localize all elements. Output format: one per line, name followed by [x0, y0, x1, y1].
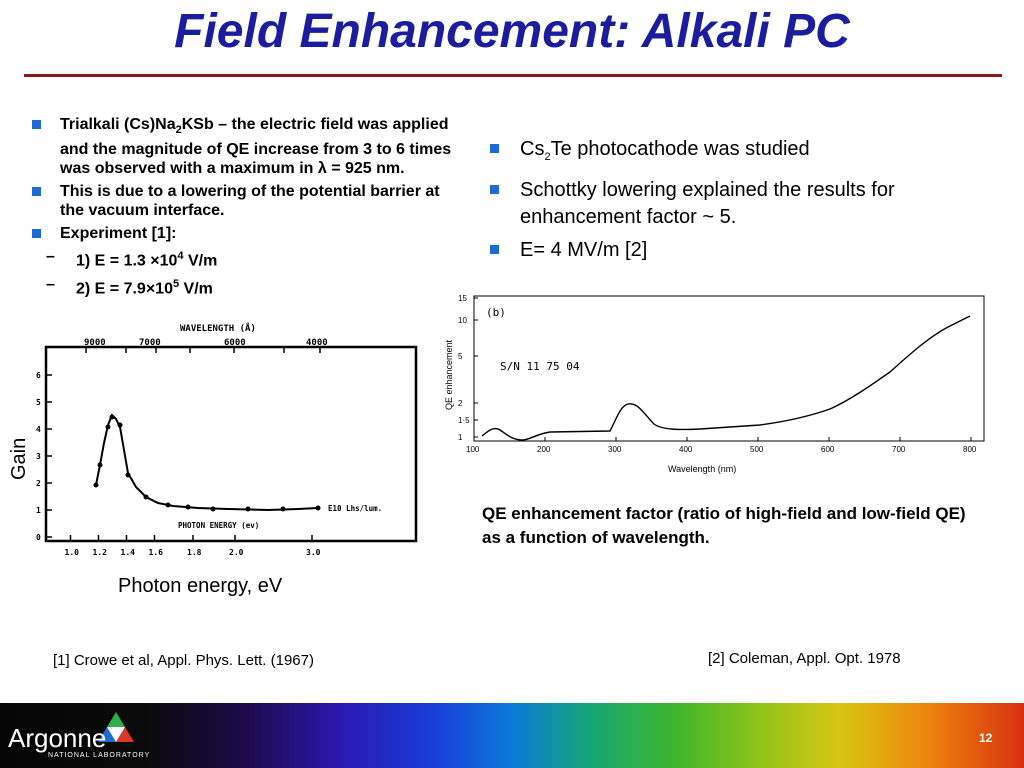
sub-bullet-e2: – 2) E = 7.9×105 V/m [46, 275, 213, 297]
square-bullet-icon [32, 229, 41, 239]
y-tick-label: 4 [36, 425, 41, 434]
plot-frame [473, 295, 985, 442]
square-bullet-icon [32, 120, 41, 129]
square-bullet-icon [32, 187, 41, 197]
y-tick-labels: 0 1 2 3 4 5 6 [36, 371, 52, 542]
figure-caption: QE enhancement factor (ratio of high-fie… [482, 504, 966, 547]
x-tick-label: 200 [537, 445, 551, 454]
x-tick-label: 1.6 [149, 548, 164, 557]
bullet-schottky: Schottky lowering explained the results … [490, 177, 970, 231]
slide-title: Field Enhancement: Alkali PC [174, 5, 850, 58]
footer-bar [0, 703, 1024, 768]
square-bullet-icon [490, 185, 499, 194]
x-tick-label: 2.0 [229, 548, 244, 557]
y-tick-label: 15 [458, 294, 467, 303]
x-tick-label: 800 [963, 445, 977, 454]
x-tick-label: 500 [750, 445, 764, 454]
bullet-field: E= 4 MV/m [2] [490, 237, 970, 264]
bullet-potential-barrier: This is due to a lowering of the potenti… [32, 182, 452, 220]
x-tick-label: 1.2 [93, 548, 108, 557]
x-tick-label: 700 [892, 445, 906, 454]
y-tick-label: 6 [36, 371, 41, 380]
top-tick-label: 6000 [224, 338, 246, 348]
square-bullet-icon [490, 144, 499, 153]
y-tick-label: 1 [36, 506, 41, 515]
series-label: E10 Lhs/lum. [328, 504, 382, 513]
left-bullet-list: Trialkali (Cs)Na2KSb – the electric fiel… [32, 115, 452, 302]
sub-bullet-e1: – 1) E = 1.3 ×104 V/m [46, 248, 218, 270]
panel-label: (b) [486, 306, 506, 319]
bullet-cs2te: Cs2Te photocathode was studied [490, 136, 970, 171]
y-tick-label: 2 [36, 479, 41, 488]
y-tick-label: 1 [458, 433, 463, 442]
y-tick-label: 1·5 [458, 416, 470, 425]
x-tick-label: 3.0 [306, 548, 321, 557]
right-bullet-list: Cs2Te photocathode was studied Schottky … [490, 136, 970, 270]
x-tick-labels: 1.0 1.2 1.4 1.6 1.8 2.0 3.0 [65, 535, 321, 557]
argonne-logo-icon [98, 712, 134, 742]
gain-figure: WAVELENGTH (Å) 9000 7000 6000 4000 0 1 2 3 4… [36, 323, 418, 557]
x-tick-labels: 100 200 300 400 500 600 700 800 [466, 437, 977, 454]
x-tick-label: 600 [821, 445, 835, 454]
title-divider [24, 74, 1002, 77]
qe-curve [481, 315, 971, 441]
y-tick-label: 5 [458, 352, 463, 361]
y-tick-label: 0 [36, 533, 41, 542]
gain-curve [95, 413, 319, 512]
gain-data-points [93, 414, 321, 512]
y-tick-labels: 1 1·5 2 5 10 15 [458, 294, 478, 442]
inner-x-label: PHOTON ENERGY (ev) [178, 521, 259, 530]
top-tick-label: 9000 [84, 338, 106, 348]
x-tick-label: 400 [679, 445, 693, 454]
logo-subtext: NATIONAL LABORATORY [48, 752, 151, 759]
x-axis-label: Wavelength (nm) [668, 464, 736, 474]
x-tick-label: 300 [608, 445, 622, 454]
bullet-trialkali: Trialkali (Cs)Na2KSb – the electric fiel… [32, 115, 452, 178]
x-axis-label: Photon energy, eV [118, 575, 283, 597]
y-tick-label: 2 [458, 399, 463, 408]
x-tick-label: 1.0 [65, 548, 80, 557]
top-ticks [85, 347, 321, 353]
top-tick-label: 7000 [139, 338, 161, 348]
plot-frame [44, 345, 418, 543]
y-axis-label: QE enhancement [444, 339, 454, 410]
serial-label: S/N 11 75 04 [500, 360, 580, 373]
gain-label-wrap: Gain [8, 438, 38, 540]
x-tick-label: 1.8 [187, 548, 202, 557]
x-tick-label: 1.4 [121, 548, 136, 557]
y-tick-label: 10 [458, 316, 467, 325]
bullet-experiment: Experiment [1]: – 1) E = 1.3 ×104 V/m – … [32, 224, 452, 298]
reference-2: [2] Coleman, Appl. Opt. 1978 [708, 650, 901, 667]
y-tick-label: 3 [36, 452, 41, 461]
page-number: 12 [979, 731, 993, 745]
y-tick-label: 5 [36, 398, 41, 407]
y-axis-label: Gain [8, 437, 30, 480]
square-bullet-icon [490, 245, 499, 254]
x-tick-label: 100 [466, 445, 480, 454]
top-axis-label: WAVELENGTH (Å) [180, 323, 256, 334]
logo-text: Argonne [8, 723, 107, 753]
reference-1: [1] Crowe et al, Appl. Phys. Lett. (1967… [53, 652, 314, 669]
top-tick-label: 4000 [306, 338, 328, 348]
